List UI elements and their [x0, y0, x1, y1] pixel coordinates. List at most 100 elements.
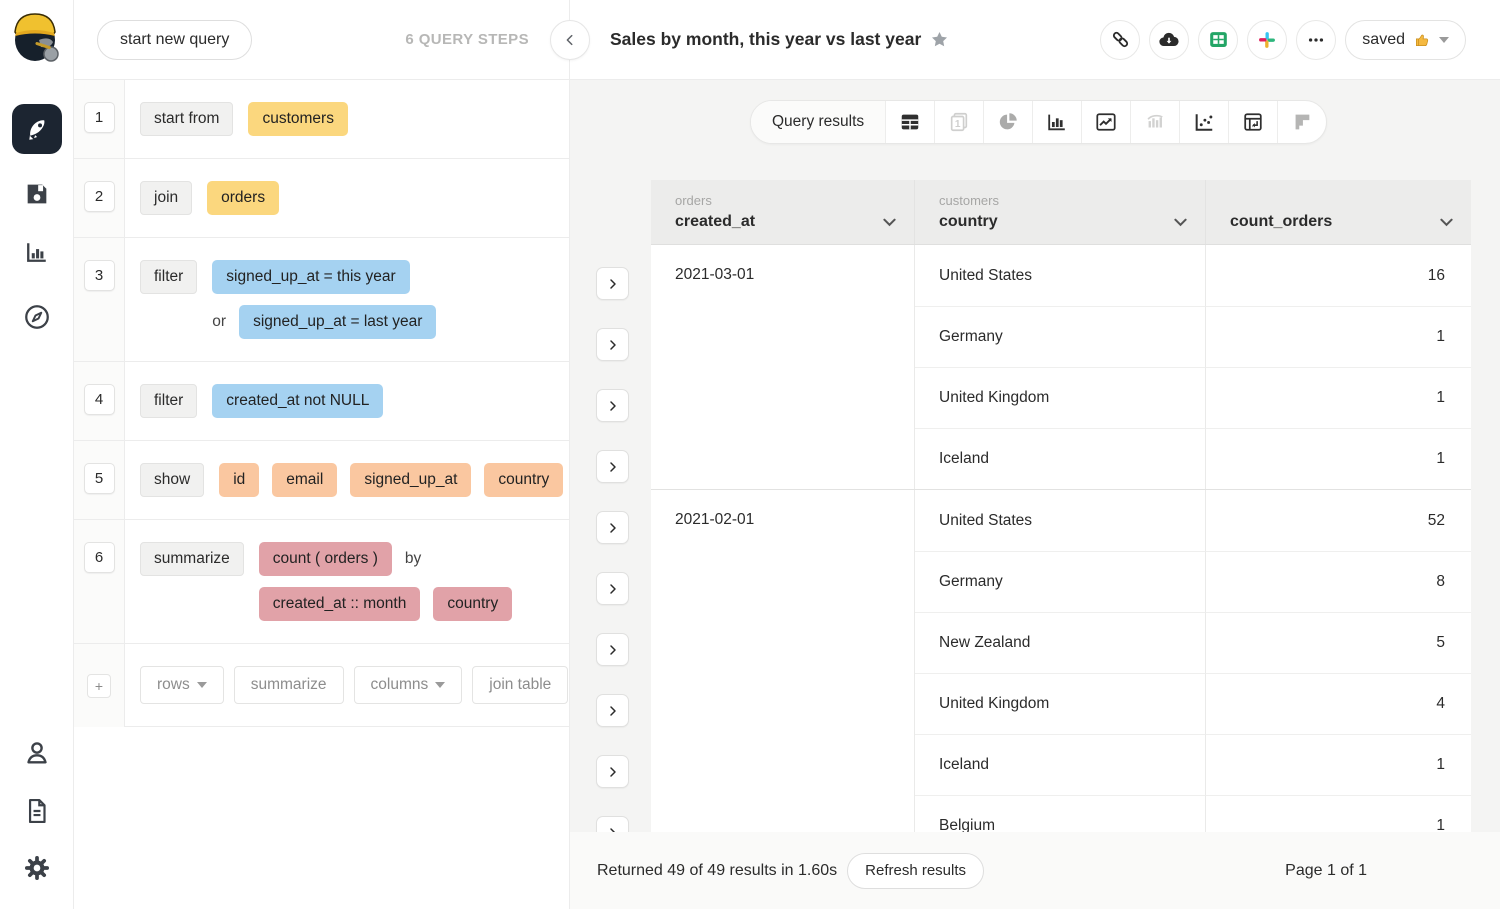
- start-new-query-button[interactable]: start new query: [97, 19, 253, 60]
- viz-pivot-button[interactable]: [1228, 101, 1277, 143]
- results-status-text: Returned 49 of 49 results in 1.60s: [597, 861, 838, 879]
- step-clause-line: orders: [207, 181, 569, 215]
- viz-bar-button[interactable]: [1032, 101, 1081, 143]
- nav-charts[interactable]: [0, 238, 74, 266]
- step-number-badge: 2: [83, 181, 115, 212]
- nav-settings[interactable]: [0, 852, 74, 884]
- viz-funnel-button[interactable]: [1277, 101, 1326, 143]
- expand-row-button[interactable]: [596, 389, 629, 422]
- value-chip[interactable]: customers: [248, 102, 348, 136]
- nav-saved[interactable]: [0, 180, 74, 208]
- slack-button[interactable]: [1247, 19, 1288, 60]
- add-columns-button[interactable]: columns: [353, 666, 463, 704]
- chevron-down-icon[interactable]: [1440, 218, 1453, 227]
- value-chip[interactable]: country: [484, 463, 564, 497]
- button-label: rows: [157, 676, 190, 693]
- favorite-star-icon[interactable]: [930, 30, 949, 49]
- add-summarize-button[interactable]: summarize: [233, 666, 344, 704]
- cell-country: United States: [915, 490, 1206, 551]
- value-chip[interactable]: signed_up_at = last year: [239, 305, 437, 339]
- step-keyword-chip[interactable]: filter: [140, 384, 198, 418]
- expand-row-button[interactable]: [596, 755, 629, 788]
- column-table-label: orders: [675, 193, 712, 208]
- nav-explore[interactable]: [0, 302, 74, 332]
- collapse-panel-button[interactable]: [550, 20, 590, 60]
- chevron-down-icon[interactable]: [1174, 218, 1187, 227]
- viz-scatter-button[interactable]: [1179, 101, 1228, 143]
- line-chart-icon: [1096, 113, 1116, 131]
- cell-created-at: 2021-02-01: [651, 490, 915, 856]
- chevron-right-icon: [609, 461, 616, 472]
- connector-label: or: [212, 313, 227, 330]
- query-step-1: 1 start from customers: [74, 80, 569, 159]
- cell-count-orders: 1: [1206, 734, 1471, 795]
- add-rows-button[interactable]: rows: [140, 666, 224, 704]
- query-steps-list: 1 start from customers 2 join orders 3 filter si…: [74, 80, 601, 644]
- step-keyword-chip[interactable]: filter: [140, 260, 198, 294]
- value-chip[interactable]: created_at :: month: [258, 587, 421, 621]
- nav-queries-active[interactable]: [0, 104, 74, 154]
- pie-chart-icon: [999, 113, 1017, 130]
- cell-count-orders: 1: [1206, 428, 1471, 489]
- refresh-results-button[interactable]: Refresh results: [847, 852, 985, 889]
- value-chip[interactable]: orders: [207, 181, 280, 215]
- expand-row-button[interactable]: [596, 694, 629, 727]
- expand-row-button[interactable]: [596, 511, 629, 544]
- value-chip[interactable]: created_at not NULL: [212, 384, 384, 418]
- caret-down-icon: [435, 682, 446, 688]
- cloud-download-icon: [1159, 32, 1179, 46]
- thumbs-up-icon: [1416, 34, 1429, 46]
- value-chip[interactable]: count ( orders ): [258, 542, 392, 576]
- expand-row-button[interactable]: [596, 633, 629, 666]
- add-join-table-button[interactable]: join table: [472, 666, 569, 704]
- step-keyword-chip[interactable]: show: [140, 463, 205, 497]
- viz-line-button[interactable]: [1081, 101, 1130, 143]
- results-table: orders created_at customers country: [651, 180, 1471, 857]
- column-header-created-at[interactable]: orders created_at: [651, 180, 915, 244]
- value-chip[interactable]: country: [433, 587, 513, 621]
- step-keyword-chip[interactable]: join: [140, 181, 193, 215]
- expand-row-button[interactable]: [596, 450, 629, 483]
- tab-query-results[interactable]: Query results: [751, 101, 886, 143]
- share-link-button[interactable]: [1100, 19, 1141, 60]
- column-header-country[interactable]: customers country: [915, 180, 1206, 244]
- expand-row-button[interactable]: [596, 572, 629, 605]
- nav-docs[interactable]: [0, 796, 74, 826]
- add-step-row: + rows summarize columns join table: [74, 644, 569, 727]
- cell-count-orders: 8: [1206, 551, 1471, 612]
- value-chip[interactable]: signed_up_at = this year: [212, 260, 410, 294]
- chevron-right-icon: [609, 400, 616, 411]
- value-chip[interactable]: email: [272, 463, 338, 497]
- google-sheets-button[interactable]: [1198, 19, 1239, 60]
- cell-country: Belgium: [915, 795, 1206, 856]
- export-download-button[interactable]: [1149, 19, 1190, 60]
- query-step-3: 3 filter signed_up_at = this year or signed_…: [74, 238, 569, 362]
- column-table-label: customers: [939, 193, 999, 208]
- value-chip[interactable]: signed_up_at: [350, 463, 472, 497]
- viz-table-button[interactable]: [885, 101, 934, 143]
- viz-combo-button[interactable]: [1130, 101, 1179, 143]
- document-icon: [28, 798, 46, 824]
- saved-caret-icon: [1439, 36, 1449, 43]
- cell-country: United Kingdom: [915, 367, 1206, 428]
- column-table-label: [1230, 193, 1453, 209]
- column-header-count-orders[interactable]: count_orders: [1206, 180, 1471, 244]
- viz-number-button[interactable]: 1: [934, 101, 983, 143]
- sheets-icon: [1209, 32, 1227, 47]
- value-chip[interactable]: id: [219, 463, 260, 497]
- expand-row-button[interactable]: [596, 328, 629, 361]
- column-name: country: [939, 213, 998, 230]
- app-logo[interactable]: [9, 6, 65, 70]
- more-options-button[interactable]: [1296, 19, 1337, 60]
- step-keyword-chip[interactable]: summarize: [140, 542, 244, 576]
- step-keyword-chip[interactable]: start from: [140, 102, 234, 136]
- expand-row-button[interactable]: [596, 267, 629, 300]
- nav-account[interactable]: [0, 738, 74, 768]
- page-indicator: Page 1 of 1: [1285, 861, 1367, 879]
- cell-count-orders: 16: [1427, 266, 1445, 284]
- viz-pie-button[interactable]: [983, 101, 1032, 143]
- query-step-2: 2 join orders: [74, 159, 569, 238]
- saved-button[interactable]: saved: [1345, 19, 1466, 60]
- chevron-down-icon[interactable]: [883, 218, 896, 227]
- add-step-button[interactable]: +: [87, 674, 111, 698]
